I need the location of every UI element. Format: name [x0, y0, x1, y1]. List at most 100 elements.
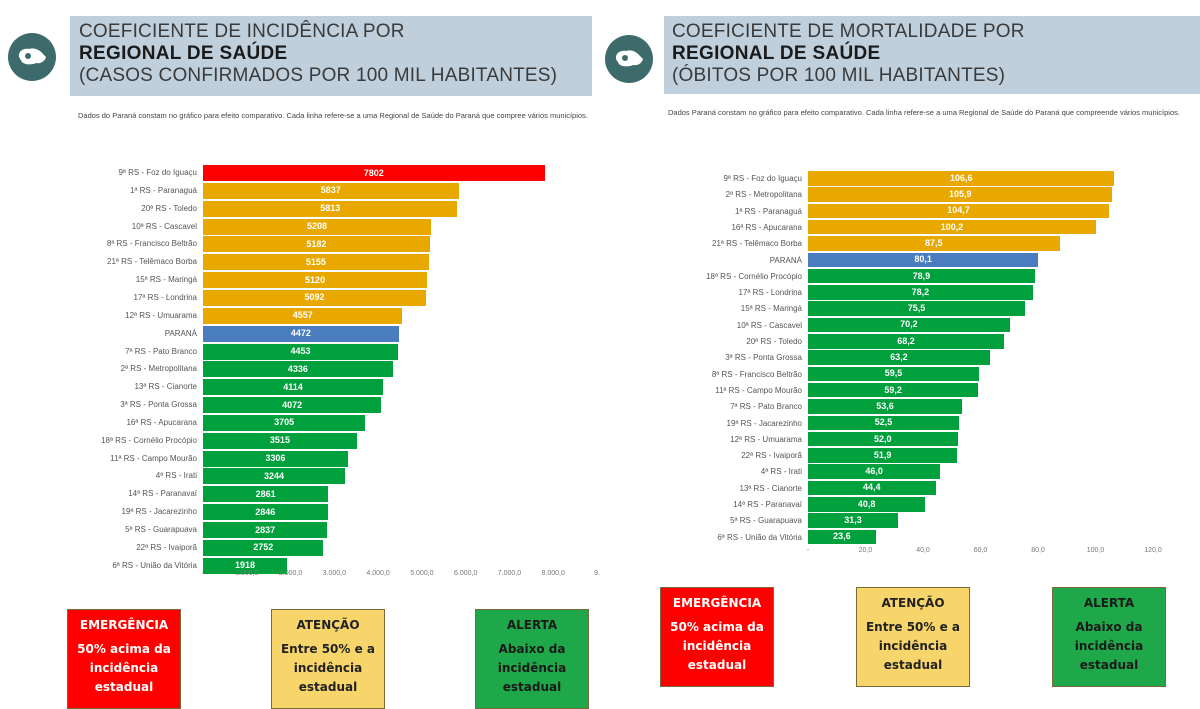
category-label: 3ª RS - Ponta Grossa [120, 400, 197, 410]
bar [808, 399, 963, 414]
legend-line: 50% acima da [670, 620, 764, 634]
category-label: 15ª RS - Maringá [740, 304, 802, 314]
category-label: 3ª RS - Ponta Grossa [725, 353, 802, 363]
legend-title: ALERTA [1083, 596, 1135, 610]
x-tick-label: - [201, 570, 205, 577]
legend-line: Abaixo da [498, 642, 566, 656]
bar [203, 379, 384, 396]
legend-title: EMERGÊNCIA [79, 618, 169, 632]
bar-value-label: 5182 [306, 238, 327, 249]
chart-note: Dados Paraná constam no gráfico para efe… [668, 108, 1180, 117]
x-tick-label: 20,0 [858, 547, 873, 554]
category-label: 18ª RS - Cornélio Procópio [101, 435, 197, 445]
bar-value-label: 68,2 [897, 335, 915, 346]
category-label: 6ª RS - União da Vitória [112, 560, 197, 570]
bar [808, 219, 1097, 235]
category-label: 22ª RS - Ivaiporã [136, 542, 197, 552]
bar [808, 415, 959, 430]
bar-value-label: 23,6 [833, 531, 851, 542]
category-label: 8ª RS - Francisco Beltrão [711, 369, 802, 379]
bar [808, 366, 980, 382]
category-label: 1ª RS - Paranaguá [130, 185, 197, 195]
bar [808, 203, 1109, 219]
header-line-3: (CASOS CONFIRMADOS POR 100 MIL HABITANTE… [79, 65, 558, 86]
bar-value-label: 4336 [287, 363, 308, 374]
bar-value-label: 44,4 [863, 482, 881, 493]
bar-value-label: 4114 [283, 381, 303, 392]
x-tick-label: 8.000,0 [541, 570, 565, 577]
legend-line: estadual [1079, 658, 1139, 672]
legend-alerta: ALERTA Abaixo da incidência estadual [1052, 587, 1166, 687]
bar [808, 334, 1005, 349]
bar-value-label: 46,0 [865, 466, 883, 477]
category-label: 2ª RS - Metropolitana [120, 364, 197, 374]
bar-value-label: 75,5 [907, 303, 926, 314]
bar-value-label: 78,9 [912, 270, 931, 281]
legend-title: ATENÇÃO [296, 618, 360, 632]
x-tick-label: 6.000,0 [453, 570, 478, 577]
category-label: 19ª RS - Jacarezinho [726, 418, 802, 428]
bar [808, 187, 1113, 202]
bar [808, 236, 1060, 251]
bar [808, 285, 1033, 300]
category-label: 7ª RS - Pato Branco [125, 346, 197, 356]
bar-value-label: 87,5 [925, 237, 943, 248]
bar [203, 557, 287, 574]
legend-line: estadual [687, 658, 747, 672]
bar [808, 317, 1010, 333]
legend-atencao: ATENÇÃO Entre 50% e a incidência estadual [271, 609, 385, 709]
category-label: 2ª RS - Metropolitana [725, 190, 802, 200]
x-tick-label: 3.000,0 [322, 570, 347, 577]
category-label: 21ª RS - Telêmaco Borba [107, 257, 197, 267]
category-label: 7ª RS - Pato Branco [730, 402, 802, 412]
legend-description: Entre 50% e a incidência estadual [857, 618, 969, 675]
legend-description: Entre 50% e a incidência estadual [272, 640, 384, 697]
bar-value-label: 3515 [269, 435, 290, 446]
category-label: 5ª RS - Guarapuava [730, 516, 802, 526]
bar [203, 200, 458, 217]
bar [808, 350, 990, 365]
bar [203, 307, 403, 324]
x-tick-label: 120,0 [1144, 547, 1162, 554]
mortality-bar-chart: 9ª RS - Foz do Iguaçu 106,6 2ª RS - Metrop… [600, 0, 1200, 600]
bar [203, 539, 324, 556]
bar [808, 171, 1115, 186]
bar-value-label: 5155 [305, 256, 326, 267]
category-label: 12ª RS - Umuarama [125, 310, 197, 320]
category-label: 1ª RS - Paranaguá [735, 206, 802, 216]
category-label: 9ª RS - Foz do Iguaçu [723, 174, 802, 183]
legend-line: estadual [502, 680, 562, 694]
bar-value-label: 52,0 [873, 433, 892, 444]
bar-value-label: 5813 [320, 203, 341, 214]
bar-value-label: 80,1 [914, 254, 932, 265]
bar [203, 468, 345, 485]
bar-value-label: 3306 [265, 453, 286, 464]
bar-value-label: 2752 [253, 542, 274, 553]
bar-value-label: 4472 [290, 328, 311, 339]
x-tick-label: 40,0 [916, 547, 930, 554]
legend-emergencia: EMERGÊNCIA 50% acima da incidência estadual [67, 609, 181, 709]
bar [203, 414, 366, 431]
bar [808, 268, 1035, 284]
x-tick-label: 100,0 [1086, 547, 1105, 554]
bar [808, 513, 898, 528]
bar [203, 236, 430, 253]
legend-line: incidência [1074, 639, 1144, 653]
bar-value-label: 5837 [320, 185, 341, 196]
x-tick-label: 80,0 [1031, 547, 1045, 554]
bar [203, 450, 348, 467]
bar-value-label: 31,3 [844, 515, 862, 526]
chart-note: Dados do Paraná constam no gráfico para … [78, 111, 588, 120]
category-label: 17ª RS - Londrina [133, 292, 197, 302]
legend-line: estadual [883, 658, 943, 672]
bar [808, 431, 958, 447]
legend-description: Abaixo da incidência estadual [1053, 618, 1165, 675]
bar [203, 504, 328, 521]
legend-title: ATENÇÃO [881, 596, 945, 610]
legend-line: incidência [497, 661, 567, 675]
bar-value-label: 51,9 [873, 449, 892, 460]
bar [808, 497, 926, 512]
bar-value-label: 1918 [234, 560, 255, 571]
legend-line: estadual [298, 680, 358, 694]
legend-line: incidência [878, 639, 948, 653]
